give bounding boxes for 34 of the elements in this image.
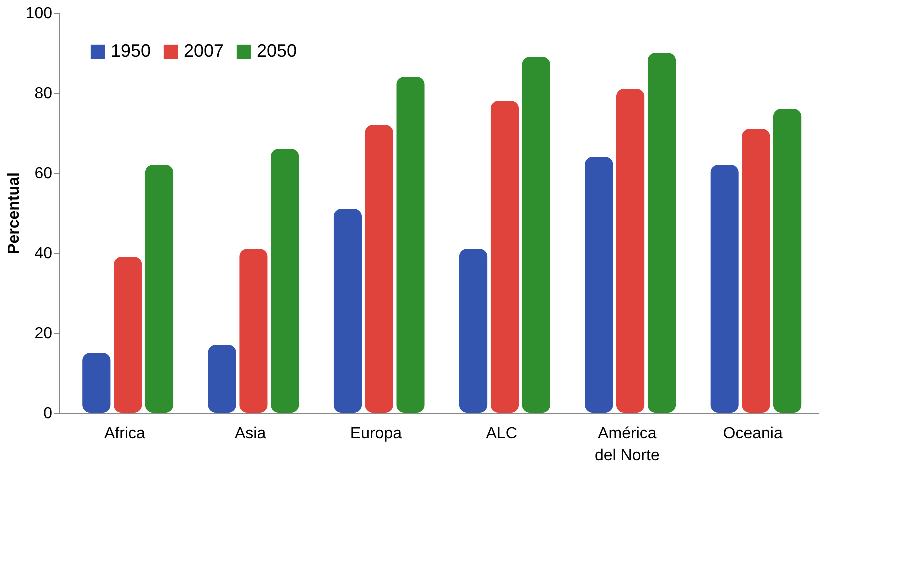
bar: [522, 57, 550, 413]
y-tick-label: 0: [44, 406, 53, 422]
bar: [145, 165, 174, 413]
bar: [334, 209, 362, 413]
x-tick-label: Africa: [104, 426, 146, 442]
bar: [208, 345, 236, 413]
bar: [710, 165, 739, 413]
y-tick-label: 20: [34, 326, 53, 342]
bar: [742, 129, 770, 413]
legend-label: 2007: [184, 41, 224, 61]
x-tick-label: Oceania: [723, 426, 783, 442]
bar: [114, 257, 142, 413]
bar: [648, 53, 676, 413]
bar: [616, 89, 645, 413]
x-tick-label: Europa: [350, 426, 402, 442]
y-axis-title: Percentual: [6, 172, 23, 254]
legend-label: 1950: [111, 41, 152, 61]
y-tick-label: 40: [34, 246, 53, 262]
x-tick-label: Asia: [235, 426, 266, 442]
bar: [270, 149, 300, 413]
y-tick-label: 80: [34, 86, 53, 102]
bar: [490, 101, 520, 413]
y-tick-label: 60: [34, 166, 53, 182]
legend-label: 2050: [257, 41, 298, 61]
x-tick-label: América del Norte: [594, 426, 660, 464]
bar: [82, 353, 111, 413]
bar: [459, 249, 488, 413]
bar: [396, 77, 425, 413]
y-tick-label: 100: [26, 6, 53, 22]
x-tick-label: ALC: [486, 426, 518, 442]
bar: [773, 109, 802, 413]
bar: [240, 249, 268, 413]
bar: [585, 157, 614, 413]
bar: [365, 125, 394, 413]
